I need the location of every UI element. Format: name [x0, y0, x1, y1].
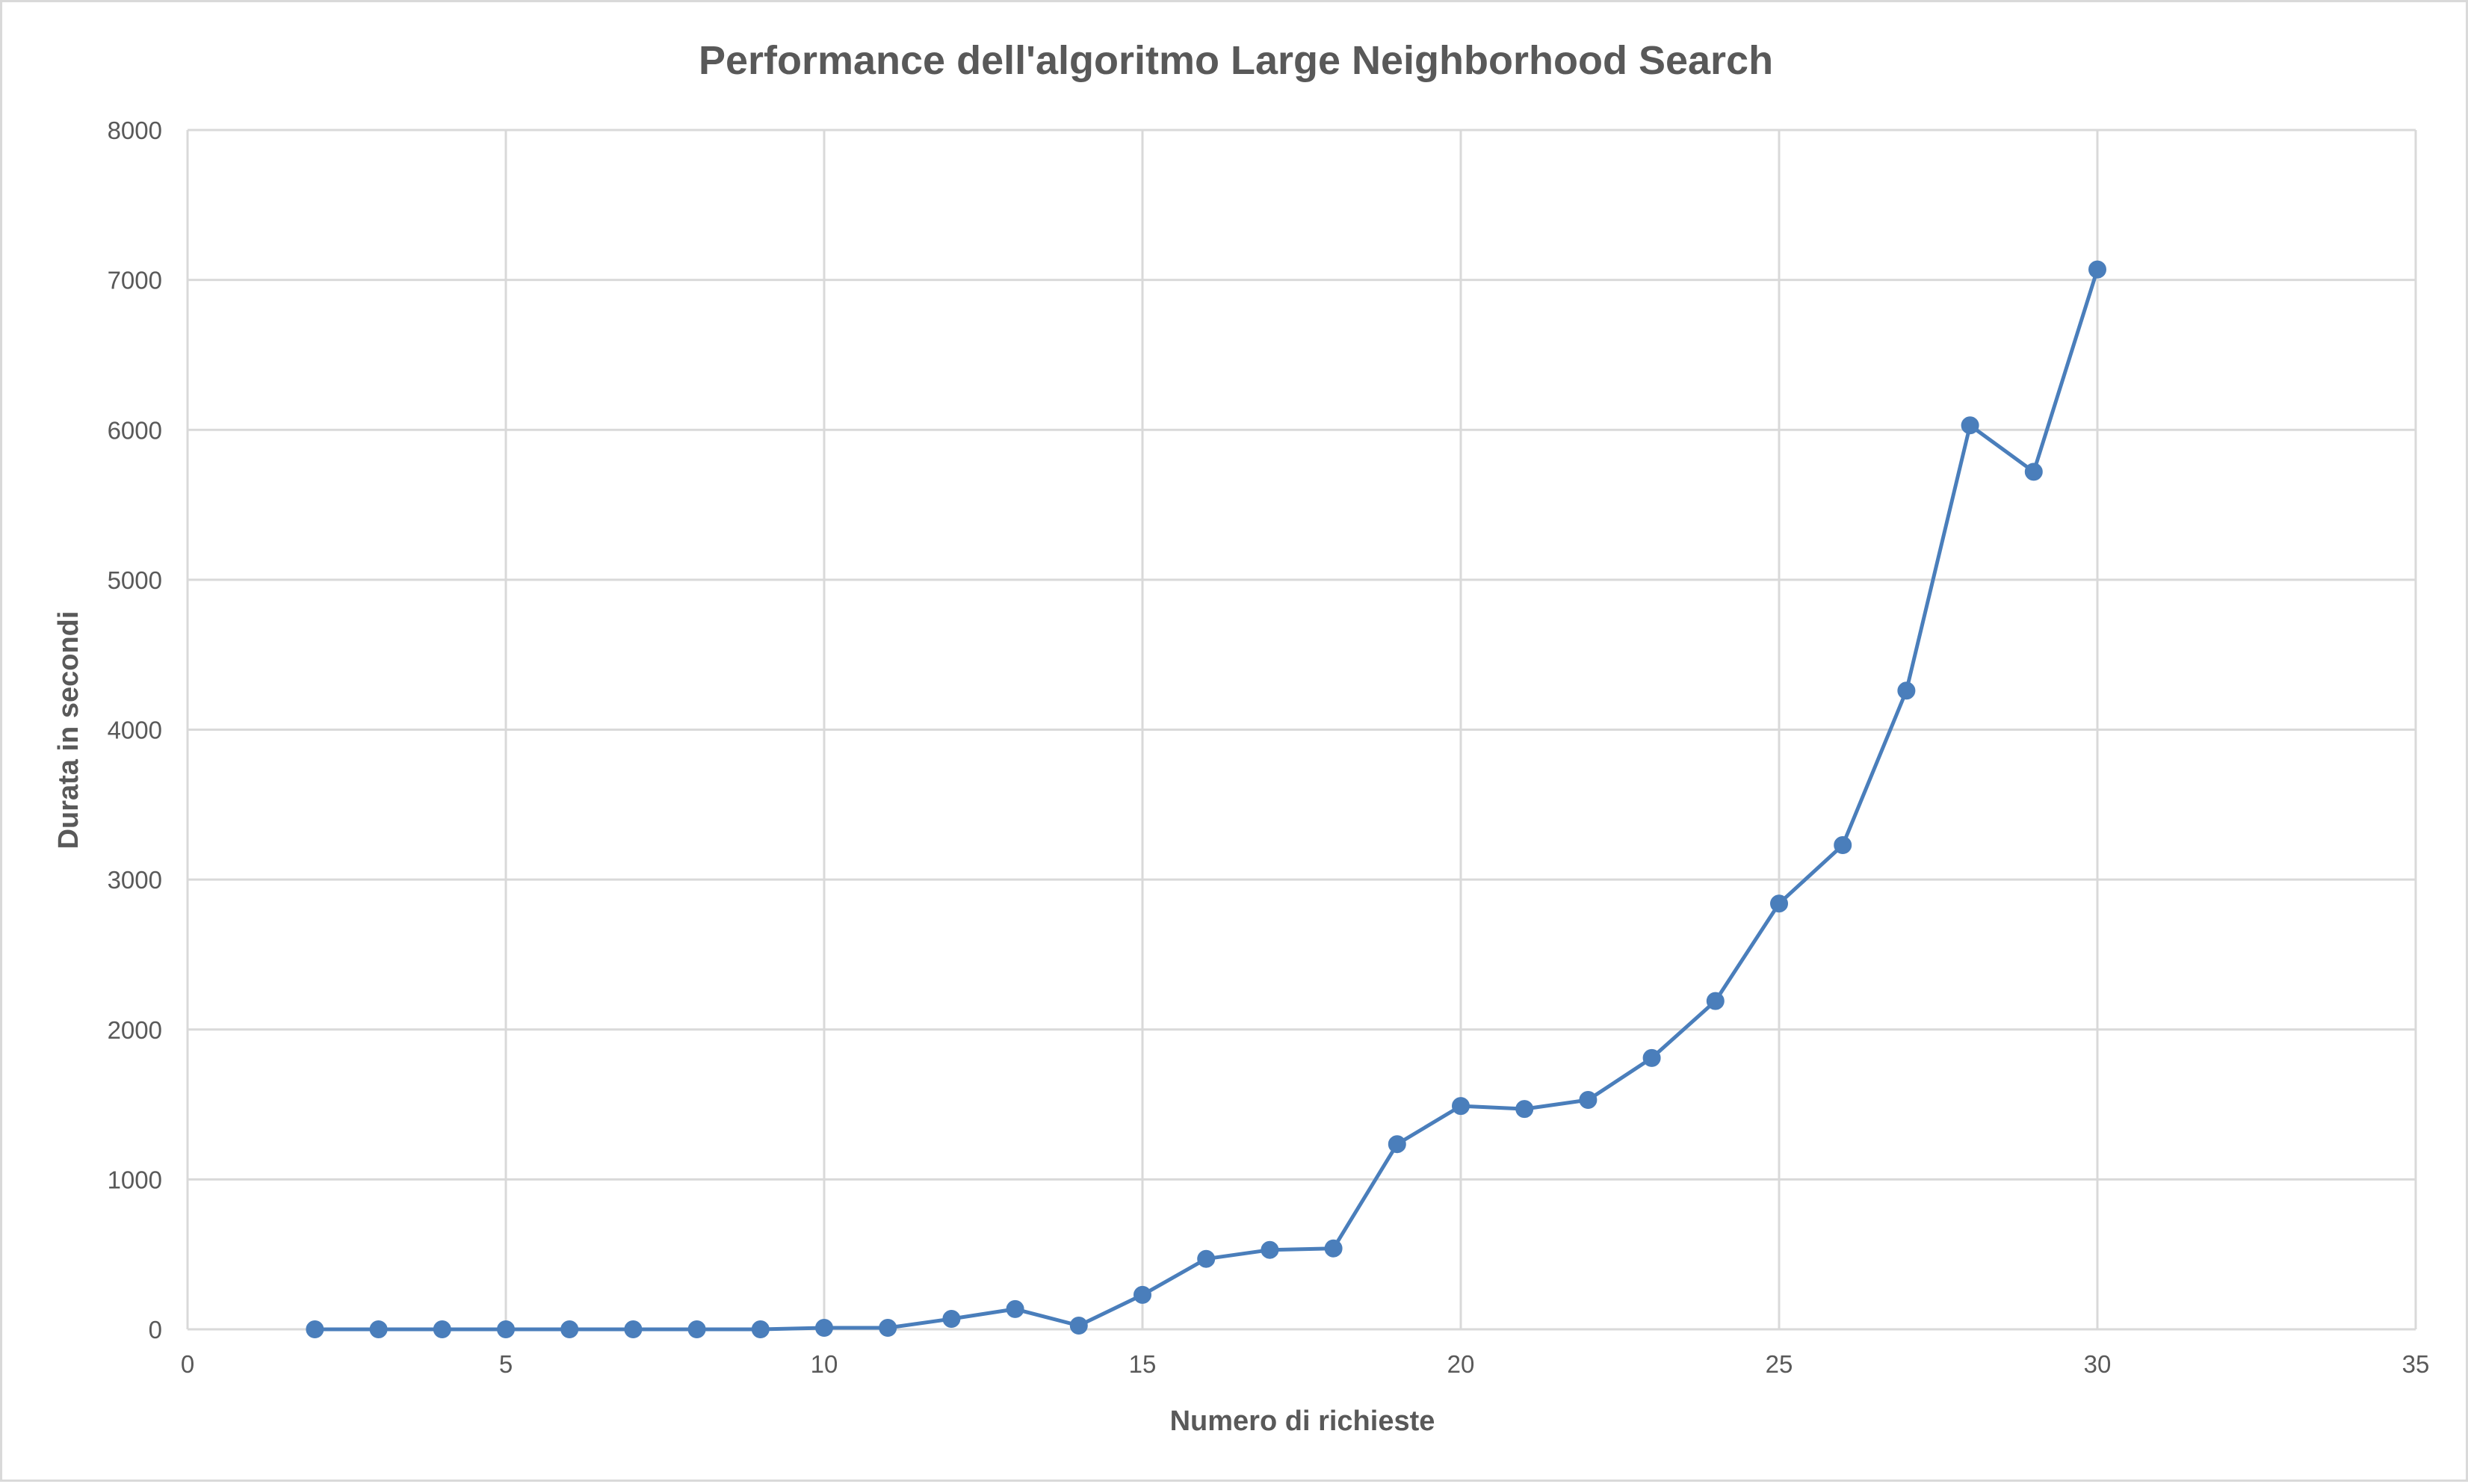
data-point: [815, 1319, 833, 1337]
data-point: [687, 1320, 706, 1338]
data-points: [306, 260, 2106, 1338]
data-point: [1069, 1317, 1088, 1335]
data-line: [312, 268, 2100, 1332]
x-tick-label: 20: [1447, 1350, 1475, 1378]
data-point: [1579, 1091, 1598, 1109]
x-axis-title: Numero di richieste: [1170, 1406, 1435, 1437]
data-point: [2088, 260, 2106, 279]
data-point: [1834, 836, 1852, 854]
data-point: [1706, 992, 1725, 1010]
x-tick-label: 5: [499, 1350, 513, 1378]
x-tick-label: 0: [181, 1350, 194, 1378]
y-tick-label: 3000: [108, 866, 162, 894]
data-point: [1452, 1097, 1470, 1116]
data-point: [1197, 1249, 1216, 1268]
data-point: [369, 1320, 388, 1338]
y-tick-label: 8000: [108, 117, 162, 144]
data-point: [1642, 1048, 1661, 1067]
data-point: [433, 1320, 451, 1338]
y-tick-label: 5000: [108, 566, 162, 594]
y-tick-label: 2000: [108, 1016, 162, 1044]
data-point: [1770, 894, 1788, 913]
y-tick-label: 6000: [108, 416, 162, 444]
data-point: [879, 1319, 897, 1337]
x-tick-label: 35: [2402, 1350, 2430, 1378]
y-tick-label: 7000: [108, 267, 162, 294]
y-tick-label: 4000: [108, 717, 162, 744]
data-point: [1961, 416, 1979, 435]
y-tick-label: 1000: [108, 1166, 162, 1193]
data-point: [1006, 1299, 1024, 1318]
data-point: [560, 1320, 579, 1338]
data-point: [1388, 1135, 1406, 1154]
y-axis-title: Durata in secondi: [53, 611, 84, 850]
horizontal-gridlines: [188, 129, 2416, 1331]
data-point: [2024, 463, 2043, 481]
y-axis-tick-labels: 0 1000 2000 3000 4000 5000 6000 7000 8000: [108, 117, 162, 1344]
data-point: [306, 1320, 324, 1338]
x-tick-label: 15: [1129, 1350, 1157, 1378]
data-point: [942, 1310, 961, 1328]
x-tick-label: 10: [811, 1350, 838, 1378]
data-point: [1134, 1285, 1151, 1304]
y-tick-label: 0: [149, 1316, 162, 1344]
data-point: [1515, 1100, 1534, 1119]
data-point: [497, 1320, 515, 1338]
chart-title: Performance dell'algoritmo Large Neighbo…: [699, 38, 1773, 83]
x-tick-label: 25: [1766, 1350, 1793, 1378]
data-point: [751, 1320, 770, 1338]
x-axis-tick-labels: 0 5 10 15 20 25 30 35: [181, 1350, 2430, 1378]
data-point: [1324, 1239, 1343, 1258]
data-point: [624, 1320, 643, 1338]
x-tick-label: 30: [2084, 1350, 2112, 1378]
data-point: [1897, 681, 1916, 700]
data-point: [1261, 1240, 1279, 1259]
